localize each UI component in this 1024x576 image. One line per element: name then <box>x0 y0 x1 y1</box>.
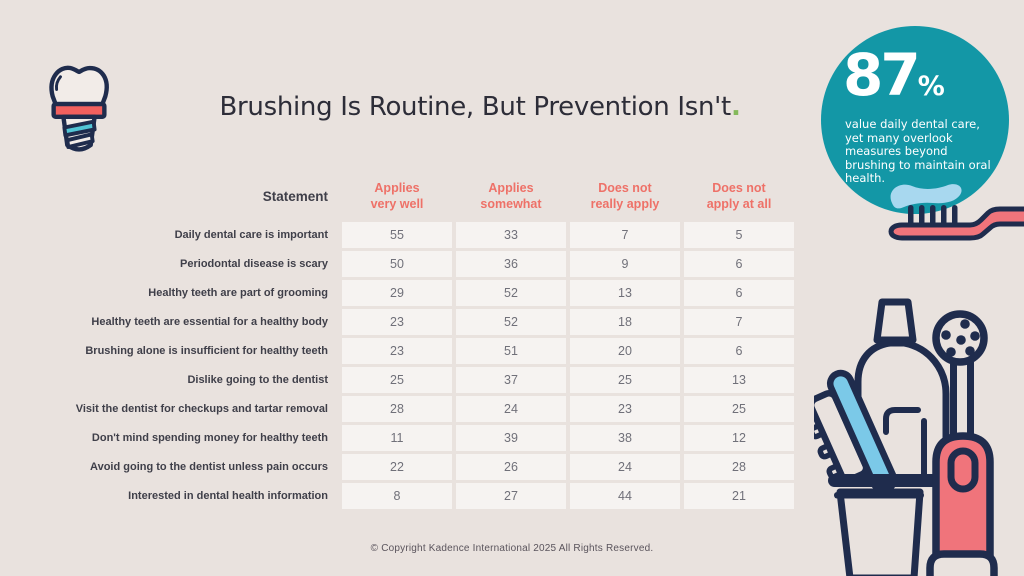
stat-unit: % <box>917 71 945 102</box>
row-value: 27 <box>456 483 566 509</box>
bristles-icon <box>908 205 958 228</box>
column-header-does-not-really-apply: Does not really apply <box>590 180 660 211</box>
row-value: 37 <box>456 367 566 393</box>
electric-toothbrush-icon <box>926 310 998 576</box>
row-value: 7 <box>684 309 794 335</box>
cup-icon <box>828 474 950 576</box>
column-header-does-not-apply-at-all: Does not apply at all <box>706 180 772 211</box>
page-title: Brushing Is Routine, But Prevention Isn'… <box>0 92 960 122</box>
row-value: 26 <box>456 454 566 480</box>
row-value: 8 <box>342 483 452 509</box>
statement-column-header: Statement <box>262 188 328 204</box>
row-value: 25 <box>684 396 794 422</box>
row-value: 9 <box>570 251 680 277</box>
row-label: Periodontal disease is scary <box>180 258 328 270</box>
row-value: 11 <box>342 425 452 451</box>
row-label: Healthy teeth are part of grooming <box>148 287 328 299</box>
row-value: 7 <box>570 222 680 248</box>
page-title-period: . <box>730 92 741 122</box>
stat-value: 87% <box>843 41 945 109</box>
row-value: 21 <box>684 483 794 509</box>
row-value: 36 <box>456 251 566 277</box>
row-value: 24 <box>570 454 680 480</box>
row-value: 13 <box>570 280 680 306</box>
row-value: 29 <box>342 280 452 306</box>
row-value: 55 <box>342 222 452 248</box>
row-value: 52 <box>456 309 566 335</box>
stat-caption: value daily dental care, yet many overlo… <box>845 117 991 186</box>
row-value: 24 <box>456 396 566 422</box>
row-value: 33 <box>456 222 566 248</box>
row-value: 12 <box>684 425 794 451</box>
copyright-text: © Copyright Kadence International 2025 A… <box>370 543 654 554</box>
toothbrush-icon <box>888 184 1024 241</box>
row-value: 20 <box>570 338 680 364</box>
row-label: Healthy teeth are essential for a health… <box>91 316 328 328</box>
row-label: Interested in dental health information <box>128 490 328 502</box>
highlight-stat-circle: 87% value daily dental care, yet many ov… <box>821 26 1009 214</box>
row-value: 28 <box>684 454 794 480</box>
page-title-text: Brushing Is Routine, But Prevention Isn'… <box>219 92 731 122</box>
row-value: 6 <box>684 338 794 364</box>
row-value: 22 <box>342 454 452 480</box>
dental-implant-icon <box>49 65 109 152</box>
row-value: 28 <box>342 396 452 422</box>
row-value: 39 <box>456 425 566 451</box>
toothpaste-icon <box>890 184 962 209</box>
row-label: Visit the dentist for checkups and tarta… <box>75 403 328 415</box>
row-value: 13 <box>684 367 794 393</box>
column-header-applies-very-well: Applies very well <box>370 180 424 211</box>
row-value: 25 <box>570 367 680 393</box>
row-value: 51 <box>456 338 566 364</box>
row-value: 5 <box>684 222 794 248</box>
row-label: Daily dental care is important <box>174 229 328 241</box>
column-header-applies-somewhat: Applies somewhat <box>480 180 542 211</box>
row-value: 23 <box>342 338 452 364</box>
row-label: Dislike going to the dentist <box>187 374 328 386</box>
row-value: 23 <box>570 396 680 422</box>
row-value: 18 <box>570 309 680 335</box>
row-value: 50 <box>342 251 452 277</box>
row-value: 38 <box>570 425 680 451</box>
row-value: 6 <box>684 280 794 306</box>
row-value: 52 <box>456 280 566 306</box>
row-label: Brushing alone is insufficient for healt… <box>85 345 328 357</box>
row-label: Don't mind spending money for healthy te… <box>91 432 328 444</box>
survey-table: Statement Applies very well Applies some… <box>55 173 794 509</box>
row-value: 23 <box>342 309 452 335</box>
row-label: Avoid going to the dentist unless pain o… <box>90 461 328 473</box>
row-value: 25 <box>342 367 452 393</box>
row-value: 44 <box>570 483 680 509</box>
hygiene-set-icon <box>814 298 998 576</box>
row-value: 6 <box>684 251 794 277</box>
